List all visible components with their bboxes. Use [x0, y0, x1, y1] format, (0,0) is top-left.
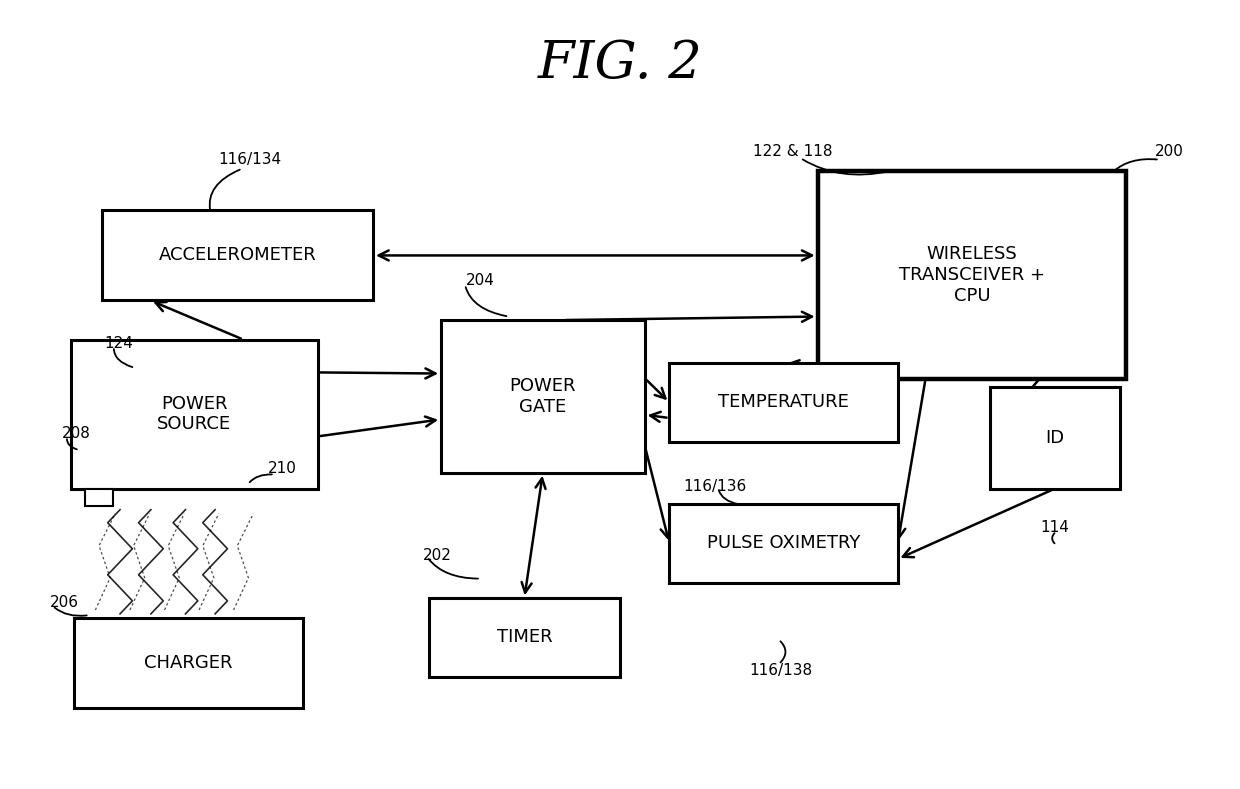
Text: 116/136: 116/136	[683, 479, 746, 494]
Text: 200: 200	[1154, 144, 1184, 159]
Text: FIG. 2: FIG. 2	[538, 38, 702, 89]
Text: TIMER: TIMER	[496, 628, 552, 646]
FancyBboxPatch shape	[441, 320, 645, 473]
FancyBboxPatch shape	[670, 504, 898, 582]
FancyBboxPatch shape	[74, 618, 303, 708]
FancyBboxPatch shape	[86, 488, 113, 506]
Text: 202: 202	[423, 548, 451, 563]
FancyBboxPatch shape	[102, 211, 373, 301]
Text: ID: ID	[1045, 428, 1065, 447]
FancyBboxPatch shape	[670, 363, 898, 442]
Text: 116/134: 116/134	[218, 152, 281, 167]
FancyBboxPatch shape	[429, 598, 620, 676]
Text: 210: 210	[268, 462, 298, 477]
Text: 122 & 118: 122 & 118	[753, 144, 832, 159]
Text: 208: 208	[62, 426, 91, 441]
Text: 114: 114	[1040, 520, 1069, 535]
FancyBboxPatch shape	[991, 387, 1120, 488]
Text: PULSE OXIMETRY: PULSE OXIMETRY	[707, 534, 861, 552]
Text: 116/138: 116/138	[749, 663, 812, 678]
Text: POWER
SOURCE: POWER SOURCE	[157, 394, 231, 433]
Text: CHARGER: CHARGER	[144, 654, 233, 671]
Text: 204: 204	[466, 274, 495, 289]
Text: 206: 206	[50, 595, 78, 610]
Text: ACCELEROMETER: ACCELEROMETER	[159, 246, 316, 264]
Text: 124: 124	[104, 336, 133, 351]
Text: TEMPERATURE: TEMPERATURE	[718, 394, 849, 411]
FancyBboxPatch shape	[71, 339, 317, 488]
Text: POWER
GATE: POWER GATE	[510, 377, 577, 416]
Text: WIRELESS
TRANSCEIVER +
CPU: WIRELESS TRANSCEIVER + CPU	[899, 245, 1045, 305]
FancyBboxPatch shape	[817, 171, 1126, 379]
